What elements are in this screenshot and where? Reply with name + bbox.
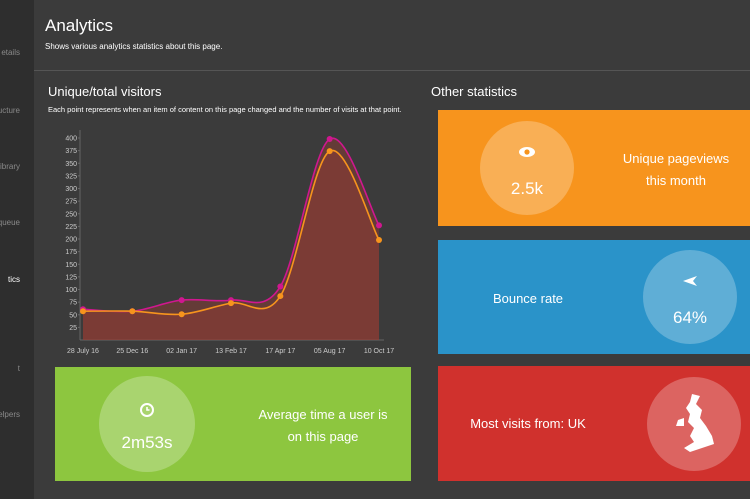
y-tick-label: 325 <box>65 173 77 180</box>
stat-circle: 2m53s <box>99 376 195 472</box>
y-tick-label: 150 <box>65 262 77 269</box>
y-tick-label: 125 <box>65 274 77 281</box>
chart: 25 50 75 100 125 150 175 200 225 250 275 300 325 350 3… <box>65 130 394 355</box>
point <box>326 148 333 155</box>
y-tick-label: 100 <box>65 287 77 294</box>
stat-circle <box>647 377 741 471</box>
time-card: 2m53s Average time a user is on this pag… <box>55 367 411 481</box>
sidebar: etails ucture ibrary g queue tics t elpe… <box>0 0 34 499</box>
nav-item[interactable]: tics <box>8 275 20 284</box>
line <box>82 149 380 316</box>
point <box>376 237 382 244</box>
stat-label: Bounce rate <box>492 291 564 306</box>
nav-item[interactable]: elpers <box>0 410 20 419</box>
point <box>277 293 284 300</box>
y-tick-label: 250 <box>65 211 77 218</box>
section-title: Unique/total visitors <box>48 84 162 99</box>
y-tick-label: 25 <box>69 325 77 332</box>
stat-label: Average time a user is on this page <box>243 404 403 448</box>
stat-value: 2m53s <box>121 433 173 452</box>
section-description: Each point represents when an item of co… <box>48 105 402 114</box>
x-tick-label: 17 Apr 17 <box>265 348 295 355</box>
x-tick-label: 13 Feb 17 <box>215 348 247 355</box>
stat-value: 64% <box>672 308 708 327</box>
nav-item[interactable]: ucture <box>0 106 20 115</box>
y-tick-label: 375 <box>65 148 77 155</box>
point <box>277 283 284 290</box>
point <box>326 136 333 143</box>
stat-label: Most visits from: UK <box>470 416 586 431</box>
x-tick-label: 02 Jan 17 <box>166 348 197 355</box>
label-line: this month <box>646 173 706 188</box>
bounce-card: Bounce rate 64% <box>438 240 750 354</box>
clock-icon <box>140 403 154 417</box>
nav-item[interactable]: ibrary <box>0 162 20 171</box>
y-tick-label: 300 <box>65 186 77 193</box>
x-tick-label: 28 July 16 <box>67 348 99 355</box>
y-tick-label: 200 <box>65 237 77 244</box>
stat-label: Unique pageviews this month <box>606 148 746 192</box>
nav-item[interactable]: t <box>17 364 20 373</box>
stat-circle: 64% <box>643 250 737 344</box>
y-tick-label: 350 <box>65 161 77 168</box>
eye-icon <box>519 147 535 157</box>
stat-value: 2.5k <box>510 179 544 198</box>
y-tick-label: 225 <box>65 224 77 231</box>
label-line: on this page <box>287 429 359 444</box>
area <box>83 150 379 340</box>
point <box>178 297 185 304</box>
label-line: Average time a user is <box>258 407 388 422</box>
x-tick-label: 25 Dec 16 <box>116 348 148 355</box>
point <box>376 222 382 229</box>
y-tick-label: 75 <box>69 300 77 307</box>
divider <box>34 70 750 71</box>
plane-icon <box>683 276 697 286</box>
y-tick-label: 50 <box>69 312 77 319</box>
section-title: Other statistics <box>431 84 517 99</box>
area <box>83 138 379 340</box>
point <box>178 311 185 318</box>
location-card: Most visits from: UK <box>438 366 750 481</box>
x-tick-label: 10 Oct 17 <box>364 348 394 355</box>
page-title: Analytics <box>45 16 114 35</box>
y-tick-label: 400 <box>65 136 77 143</box>
stat-circle: 2.5k <box>480 121 574 215</box>
point <box>228 300 234 307</box>
x-tick-label: 05 Aug 17 <box>314 348 346 355</box>
label-line: Unique pageviews <box>622 151 730 166</box>
page-subtitle: Shows various analytics statistics about… <box>45 42 223 51</box>
y-tick-label: 175 <box>65 249 77 256</box>
y-tick-label: 275 <box>65 199 77 206</box>
nav-item[interactable]: etails <box>1 48 20 57</box>
point <box>129 308 136 315</box>
pageviews-card: 2.5k Unique pageviews this month <box>438 110 750 226</box>
nav-item[interactable]: g queue <box>0 218 20 227</box>
uk-map-icon <box>676 394 714 452</box>
point <box>80 308 86 315</box>
